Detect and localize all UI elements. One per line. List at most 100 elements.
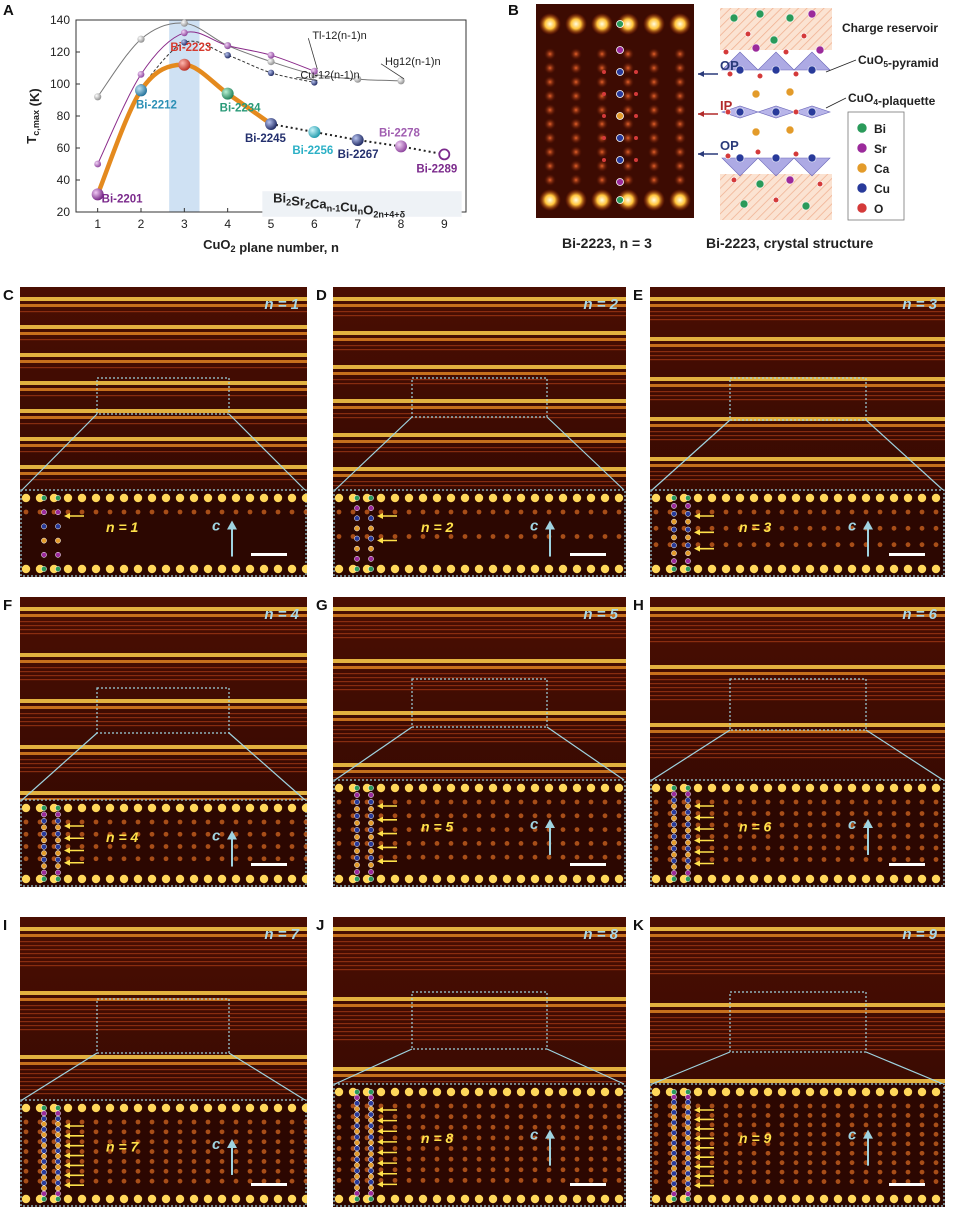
bi-column-glow — [539, 189, 561, 211]
cu-column — [933, 822, 939, 828]
layer-arrowhead — [377, 513, 383, 519]
pyramid-leader — [825, 59, 857, 73]
layer-arrowhead — [694, 826, 700, 832]
bilayer-stripe — [20, 934, 307, 937]
cu-column — [588, 1114, 594, 1120]
caption-stem-b: Bi-2223, n = 3 — [562, 235, 652, 251]
overlay-atom — [671, 495, 677, 501]
cu-column — [65, 831, 71, 837]
overlay-atom — [671, 791, 677, 797]
cu-column — [933, 1131, 939, 1137]
atom-bi — [755, 9, 765, 19]
cu-column — [420, 1135, 426, 1141]
cu-column — [476, 854, 482, 860]
cu-column — [532, 1177, 538, 1183]
bi-column-glow — [617, 13, 639, 35]
cu-column — [420, 799, 426, 805]
overlay-atom — [41, 805, 47, 811]
cuo2-layer — [333, 629, 626, 631]
cu-column — [23, 509, 29, 515]
bi-column — [572, 1194, 582, 1204]
cu-column — [434, 841, 440, 846]
cuo2-layer — [650, 475, 945, 477]
atom-column — [596, 48, 608, 60]
n-label: n = 8 — [583, 926, 618, 943]
cu-column — [378, 1167, 384, 1173]
cu-column — [163, 1149, 169, 1154]
overlay-atom — [685, 1089, 691, 1095]
atom-column — [622, 118, 634, 130]
cu-column — [205, 1159, 211, 1164]
bi-column — [460, 1087, 470, 1097]
overlay-atom — [685, 1124, 691, 1131]
bi-column — [404, 493, 414, 503]
cu-column — [821, 811, 827, 816]
bi-column — [91, 803, 101, 813]
bilayer-stripe — [333, 770, 626, 773]
plot-frame — [75, 19, 467, 213]
overlay-atom — [671, 1185, 677, 1192]
cu-column — [65, 509, 71, 515]
cu-column — [574, 1135, 580, 1141]
bi-column — [791, 1194, 801, 1204]
cu-column — [709, 1122, 715, 1128]
bilayer-stripe — [20, 927, 307, 931]
cu-column — [378, 534, 384, 539]
cu-column — [821, 1141, 827, 1147]
cu-column — [490, 1135, 496, 1141]
cu-column — [891, 509, 897, 515]
cu-column — [65, 1178, 71, 1184]
zoom-inset — [20, 489, 307, 577]
bi-column — [847, 783, 857, 793]
overlay-atom — [368, 848, 374, 854]
cuo2-layer — [650, 431, 945, 433]
inset-n-label: n = 3 — [739, 519, 772, 535]
overlay-atom — [368, 1122, 374, 1129]
cu-column — [65, 856, 71, 862]
bi-column — [105, 1194, 115, 1204]
bi-column — [133, 1194, 143, 1204]
overlay-atom — [354, 862, 360, 868]
atom-column — [570, 174, 582, 186]
overlay-atom — [354, 545, 360, 552]
cu-column — [695, 1160, 701, 1166]
overlay-atom — [55, 1137, 61, 1143]
layer-arrowhead — [64, 1152, 70, 1159]
cu-column — [667, 1179, 673, 1184]
tl-point — [310, 67, 318, 75]
overlay-atom — [368, 813, 374, 819]
cu-column — [891, 857, 897, 862]
bi-column — [749, 1194, 759, 1204]
bi-column — [105, 1103, 115, 1113]
cu-column — [219, 844, 225, 849]
cu-column — [518, 1135, 524, 1141]
cu-column — [779, 542, 785, 548]
cu-column — [205, 1139, 211, 1145]
bilayer-stripe — [650, 424, 945, 427]
cu-column — [289, 1119, 295, 1125]
cuo2-layer — [20, 725, 307, 727]
overlay-atom — [368, 525, 374, 532]
bi-column — [245, 1194, 255, 1204]
bi-column — [287, 1103, 297, 1113]
bi-column — [903, 1087, 913, 1097]
x-axis-label: CuO2 plane number, n — [203, 237, 339, 255]
atom-ca — [751, 127, 761, 137]
cuo2-layer — [333, 1031, 626, 1033]
cu-column — [835, 857, 841, 862]
cu-column — [849, 1169, 855, 1175]
cu-column — [709, 1150, 715, 1156]
cu-column — [205, 831, 211, 837]
c-axis-arrowhead — [545, 818, 555, 828]
overlay-atom — [41, 830, 47, 837]
legend-swatch — [856, 122, 868, 134]
cu-column — [247, 509, 253, 515]
cu-column — [849, 845, 855, 851]
bi-column — [21, 803, 31, 813]
cu-column — [219, 509, 225, 515]
cu-column — [350, 1156, 356, 1162]
overlay-atom — [671, 542, 677, 549]
overlay-atom — [354, 1173, 360, 1180]
legend-label: O — [874, 202, 883, 216]
overlay-atom — [55, 1105, 61, 1111]
